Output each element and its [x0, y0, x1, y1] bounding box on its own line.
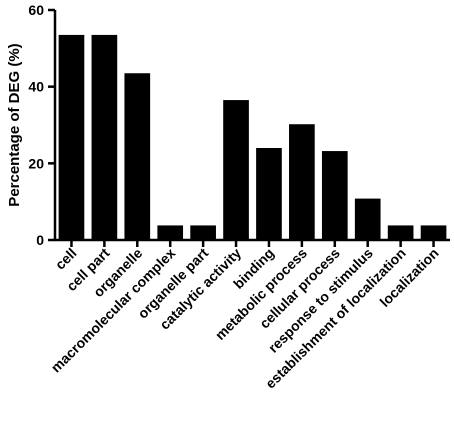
bar-cell-part [91, 34, 118, 240]
y-tick-label: 60 [28, 2, 44, 18]
axes-group [53, 10, 450, 242]
y-tick-label: 20 [28, 155, 44, 171]
bar-binding [256, 148, 282, 240]
bar-organelle [124, 73, 151, 240]
y-tick-label: 0 [36, 232, 44, 248]
bar-cell [58, 34, 85, 240]
bar-macromolecular-complex [157, 225, 184, 240]
bar-metabolic-process [289, 124, 315, 240]
y-ticks-group: 0 20 40 60 [28, 2, 55, 248]
bars-group [58, 34, 447, 240]
x-tick-label: cell [52, 245, 80, 273]
bar-response-to-stimulus [354, 198, 381, 240]
y-axis-title: Percentage of DEG (%) [6, 43, 23, 206]
bar-localization [420, 225, 447, 240]
bar-organelle-part [190, 225, 216, 240]
bar-cellular-process [321, 151, 348, 240]
y-tick-label: 40 [28, 79, 44, 95]
bar-catalytic-activity [223, 100, 249, 240]
bar-establishment-of-localization [387, 225, 414, 240]
